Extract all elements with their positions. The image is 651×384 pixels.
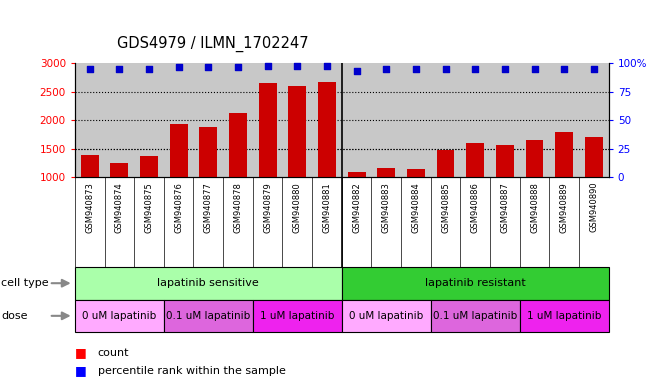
Bar [75, 300, 164, 332]
Bar [496, 144, 514, 177]
Point [203, 64, 214, 70]
Point [559, 66, 570, 72]
Text: GSM940886: GSM940886 [471, 182, 480, 233]
Point [262, 63, 273, 69]
Bar [140, 156, 158, 177]
Point [352, 68, 362, 74]
Point [589, 66, 599, 72]
Text: GSM940882: GSM940882 [352, 182, 361, 233]
Bar [555, 132, 573, 177]
Text: 1 uM lapatinib: 1 uM lapatinib [527, 311, 602, 321]
Bar [253, 300, 342, 332]
Text: cell type: cell type [1, 278, 49, 288]
Bar [164, 300, 253, 332]
Text: GSM940885: GSM940885 [441, 182, 450, 233]
Text: GDS4979 / ILMN_1702247: GDS4979 / ILMN_1702247 [117, 36, 309, 52]
Point [381, 66, 391, 72]
Text: GSM940877: GSM940877 [204, 182, 213, 233]
Bar [378, 168, 395, 177]
Text: lapatinib sensitive: lapatinib sensitive [158, 278, 259, 288]
Bar [81, 155, 98, 177]
Bar [525, 140, 544, 177]
Point [292, 63, 303, 69]
Text: 1 uM lapatinib: 1 uM lapatinib [260, 311, 335, 321]
Point [470, 66, 480, 72]
Bar [348, 172, 365, 177]
Text: dose: dose [1, 311, 28, 321]
Bar [407, 169, 425, 177]
Bar [585, 137, 603, 177]
Point [322, 63, 332, 69]
Text: lapatinib resistant: lapatinib resistant [425, 278, 525, 288]
Point [529, 66, 540, 72]
Bar [519, 300, 609, 332]
Bar [75, 267, 342, 300]
Bar [342, 300, 431, 332]
Text: count: count [98, 348, 129, 358]
Text: GSM940883: GSM940883 [381, 182, 391, 233]
Text: GSM940876: GSM940876 [174, 182, 183, 233]
Text: GSM940890: GSM940890 [589, 182, 598, 232]
Text: GSM940889: GSM940889 [560, 182, 569, 233]
Bar [288, 86, 306, 177]
Point [85, 66, 95, 72]
Text: GSM940878: GSM940878 [234, 182, 242, 233]
Text: GSM940875: GSM940875 [145, 182, 154, 233]
Text: percentile rank within the sample: percentile rank within the sample [98, 366, 286, 376]
Bar [431, 300, 519, 332]
Text: 0 uM lapatinib: 0 uM lapatinib [349, 311, 423, 321]
Bar [170, 124, 187, 177]
Text: GSM940874: GSM940874 [115, 182, 124, 233]
Point [144, 66, 154, 72]
Bar [466, 143, 484, 177]
Point [114, 66, 124, 72]
Text: GSM940887: GSM940887 [501, 182, 509, 233]
Text: ■: ■ [75, 346, 87, 359]
Text: GSM940881: GSM940881 [322, 182, 331, 233]
Text: GSM940884: GSM940884 [411, 182, 421, 233]
Bar [111, 163, 128, 177]
Point [411, 66, 421, 72]
Bar [229, 113, 247, 177]
Bar [342, 267, 609, 300]
Point [440, 66, 450, 72]
Point [500, 66, 510, 72]
Text: 0 uM lapatinib: 0 uM lapatinib [82, 311, 156, 321]
Text: GSM940888: GSM940888 [530, 182, 539, 233]
Text: ■: ■ [75, 364, 87, 377]
Text: 0.1 uM lapatinib: 0.1 uM lapatinib [166, 311, 251, 321]
Bar [318, 82, 336, 177]
Text: 0.1 uM lapatinib: 0.1 uM lapatinib [433, 311, 518, 321]
Point [233, 64, 243, 70]
Bar [437, 150, 454, 177]
Bar [199, 127, 217, 177]
Text: GSM940873: GSM940873 [85, 182, 94, 233]
Point [173, 64, 184, 70]
Bar [258, 83, 277, 177]
Text: GSM940879: GSM940879 [263, 182, 272, 233]
Text: GSM940880: GSM940880 [293, 182, 302, 233]
